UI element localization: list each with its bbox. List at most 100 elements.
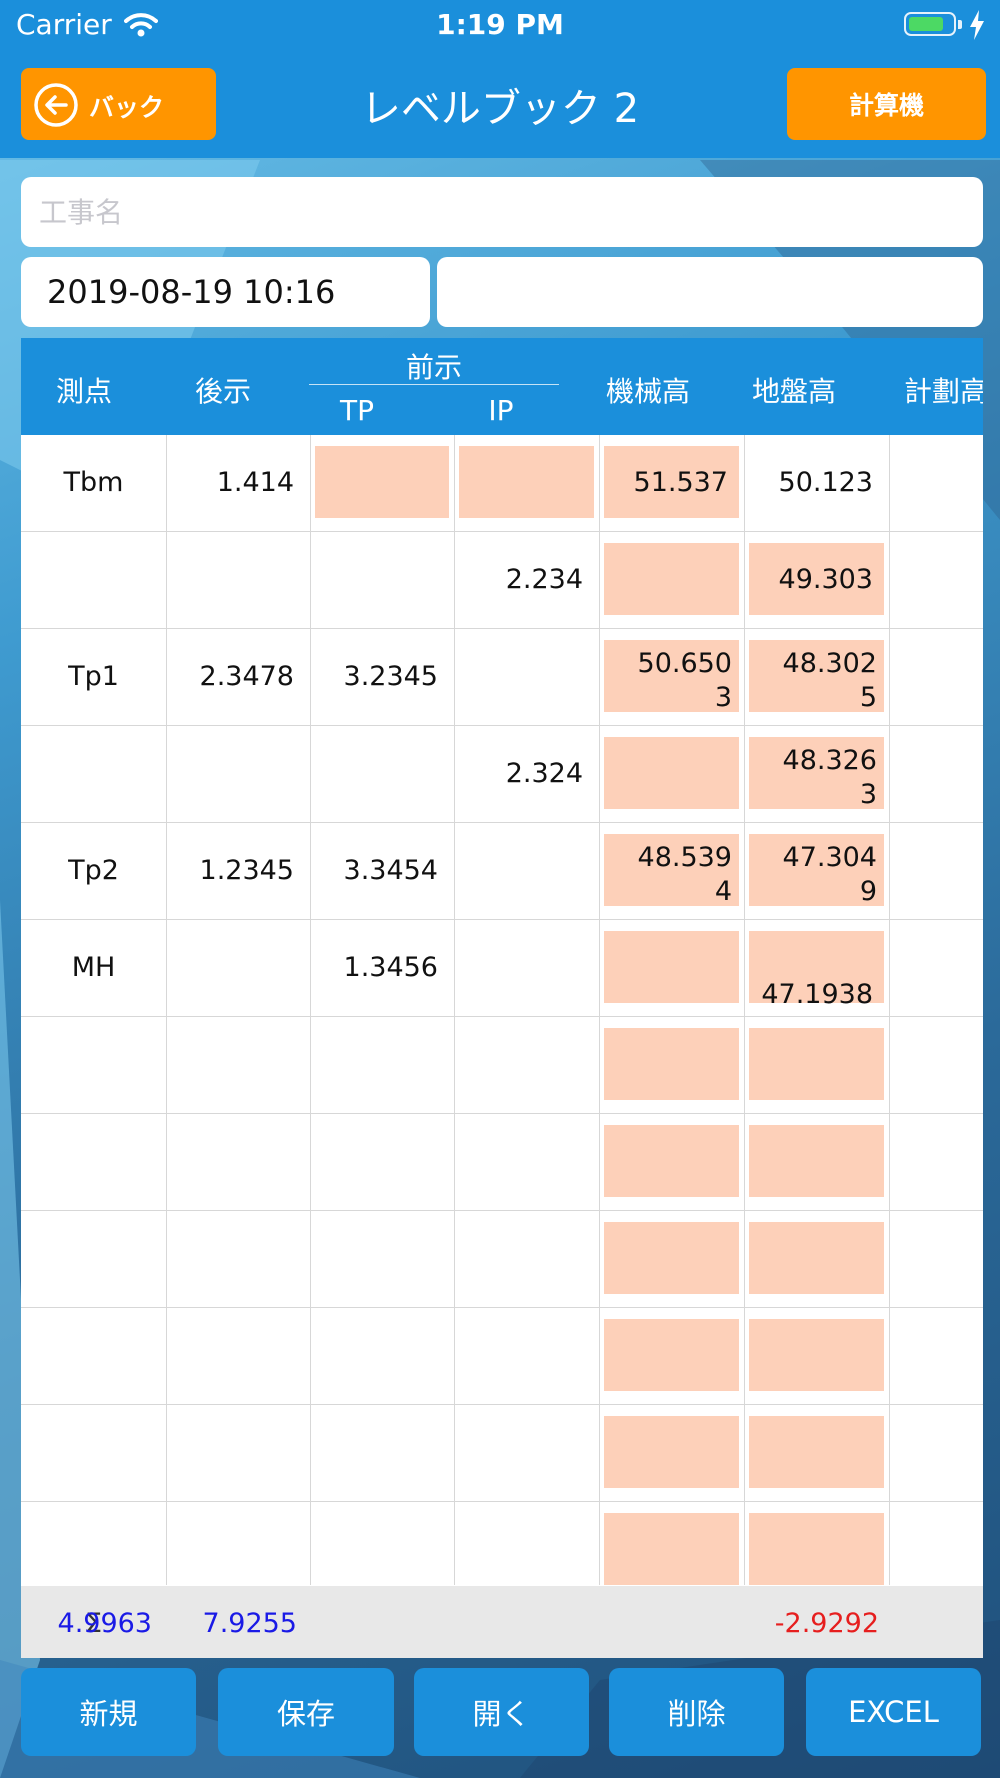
cell-tp[interactable]: 3.2345 bbox=[310, 629, 454, 725]
cell-ground-height[interactable] bbox=[744, 1308, 889, 1404]
cell-ground-height[interactable]: 50.123 bbox=[744, 435, 889, 531]
cell-backsight[interactable]: 1.2345 bbox=[166, 823, 310, 919]
cell-ground-height[interactable] bbox=[744, 1017, 889, 1113]
cell-planned-height[interactable] bbox=[889, 1114, 983, 1210]
cell-ip[interactable] bbox=[454, 1502, 599, 1585]
cell-ground-height[interactable]: 47.1938 bbox=[744, 920, 889, 1016]
cell-instrument-height[interactable] bbox=[599, 1017, 744, 1113]
date-time-field[interactable]: 2019-08-19 10:16 bbox=[21, 257, 430, 327]
table-row bbox=[21, 1211, 983, 1308]
cell-tp[interactable] bbox=[310, 435, 454, 531]
cell-point[interactable] bbox=[21, 1114, 166, 1210]
cell-planned-height[interactable] bbox=[889, 1017, 983, 1113]
cell-planned-height[interactable] bbox=[889, 1308, 983, 1404]
cell-ground-height[interactable] bbox=[744, 1114, 889, 1210]
cell-backsight[interactable] bbox=[166, 532, 310, 628]
open-button[interactable]: 開く bbox=[414, 1668, 589, 1756]
cell-ground-height[interactable]: 48.302 5 bbox=[744, 629, 889, 725]
cell-instrument-height[interactable]: 51.537 bbox=[599, 435, 744, 531]
cell-ip[interactable]: 2.324 bbox=[454, 726, 599, 822]
cell-ground-height[interactable] bbox=[744, 1211, 889, 1307]
cell-instrument-height[interactable] bbox=[599, 920, 744, 1016]
cell-backsight[interactable] bbox=[166, 726, 310, 822]
cell-point[interactable]: Tp1 bbox=[21, 629, 166, 725]
save-button[interactable]: 保存 bbox=[218, 1668, 394, 1756]
cell-point[interactable]: Tbm bbox=[21, 435, 166, 531]
new-button[interactable]: 新規 bbox=[21, 1668, 196, 1756]
cell-planned-height[interactable] bbox=[889, 532, 983, 628]
cell-backsight[interactable] bbox=[166, 920, 310, 1016]
cell-planned-height[interactable] bbox=[889, 435, 983, 531]
cell-planned-height[interactable] bbox=[889, 920, 983, 1016]
cell-point[interactable]: MH bbox=[21, 920, 166, 1016]
cell-tp[interactable] bbox=[310, 726, 454, 822]
cell-tp[interactable] bbox=[310, 532, 454, 628]
computed-cell-background bbox=[749, 834, 884, 906]
cell-tp[interactable]: 1.3456 bbox=[310, 920, 454, 1016]
cell-planned-height[interactable] bbox=[889, 1211, 983, 1307]
cell-backsight[interactable]: 1.414 bbox=[166, 435, 310, 531]
cell-tp[interactable] bbox=[310, 1405, 454, 1501]
cell-point[interactable] bbox=[21, 1502, 166, 1585]
cell-ip[interactable] bbox=[454, 435, 599, 531]
cell-point[interactable] bbox=[21, 532, 166, 628]
cell-point[interactable] bbox=[21, 1405, 166, 1501]
cell-tp[interactable] bbox=[310, 1211, 454, 1307]
cell-instrument-height[interactable] bbox=[599, 1405, 744, 1501]
cell-planned-height[interactable] bbox=[889, 823, 983, 919]
cell-instrument-height[interactable] bbox=[599, 1114, 744, 1210]
cell-instrument-height[interactable] bbox=[599, 726, 744, 822]
status-bar: Carrier 1:19 PM bbox=[0, 0, 1000, 52]
cell-point[interactable] bbox=[21, 1308, 166, 1404]
cell-ground-height[interactable]: 49.303 bbox=[744, 532, 889, 628]
cell-instrument-height[interactable]: 48.539 4 bbox=[599, 823, 744, 919]
cell-backsight[interactable]: 2.3478 bbox=[166, 629, 310, 725]
cell-planned-height[interactable] bbox=[889, 629, 983, 725]
cell-ground-height[interactable]: 48.326 3 bbox=[744, 726, 889, 822]
back-button[interactable]: バック bbox=[21, 68, 216, 140]
cell-tp[interactable] bbox=[310, 1114, 454, 1210]
cell-backsight[interactable] bbox=[166, 1502, 310, 1585]
cell-backsight[interactable] bbox=[166, 1211, 310, 1307]
delete-button[interactable]: 削除 bbox=[609, 1668, 784, 1756]
cell-tp[interactable] bbox=[310, 1308, 454, 1404]
battery-level bbox=[909, 17, 943, 31]
cell-ip[interactable] bbox=[454, 1114, 599, 1210]
cell-backsight[interactable] bbox=[166, 1017, 310, 1113]
cell-point[interactable] bbox=[21, 1211, 166, 1307]
cell-ip[interactable] bbox=[454, 1211, 599, 1307]
note-field[interactable] bbox=[437, 257, 983, 327]
cell-ip[interactable] bbox=[454, 629, 599, 725]
cell-backsight[interactable] bbox=[166, 1405, 310, 1501]
cell-ip[interactable] bbox=[454, 1308, 599, 1404]
cell-tp[interactable]: 3.3454 bbox=[310, 823, 454, 919]
cell-point[interactable]: Tp2 bbox=[21, 823, 166, 919]
cell-planned-height[interactable] bbox=[889, 726, 983, 822]
cell-ip[interactable] bbox=[454, 823, 599, 919]
cell-ground-height[interactable] bbox=[744, 1405, 889, 1501]
cell-ip[interactable]: 2.234 bbox=[454, 532, 599, 628]
cell-instrument-height[interactable]: 50.650 3 bbox=[599, 629, 744, 725]
cell-tp[interactable] bbox=[310, 1017, 454, 1113]
calculator-button[interactable]: 計算機 bbox=[787, 68, 986, 140]
cell-instrument-height[interactable] bbox=[599, 1308, 744, 1404]
table-row bbox=[21, 1114, 983, 1211]
cell-point[interactable] bbox=[21, 726, 166, 822]
cell-planned-height[interactable] bbox=[889, 1405, 983, 1501]
cell-instrument-height[interactable] bbox=[599, 1211, 744, 1307]
cell-instrument-height[interactable] bbox=[599, 532, 744, 628]
cell-backsight[interactable] bbox=[166, 1114, 310, 1210]
cell-ip[interactable] bbox=[454, 1017, 599, 1113]
cell-ground-height[interactable]: 47.304 9 bbox=[744, 823, 889, 919]
cell-ip[interactable] bbox=[454, 920, 599, 1016]
cell-instrument-height[interactable] bbox=[599, 1502, 744, 1585]
cell-backsight[interactable] bbox=[166, 1308, 310, 1404]
cell-ground-height[interactable] bbox=[744, 1502, 889, 1585]
cell-planned-height[interactable] bbox=[889, 1502, 983, 1585]
cell-tp[interactable] bbox=[310, 1502, 454, 1585]
project-name-input[interactable] bbox=[21, 177, 983, 247]
cell-ip[interactable] bbox=[454, 1405, 599, 1501]
excel-button[interactable]: EXCEL bbox=[806, 1668, 981, 1756]
cell-point[interactable] bbox=[21, 1017, 166, 1113]
cell-value: Tbm bbox=[63, 467, 124, 498]
